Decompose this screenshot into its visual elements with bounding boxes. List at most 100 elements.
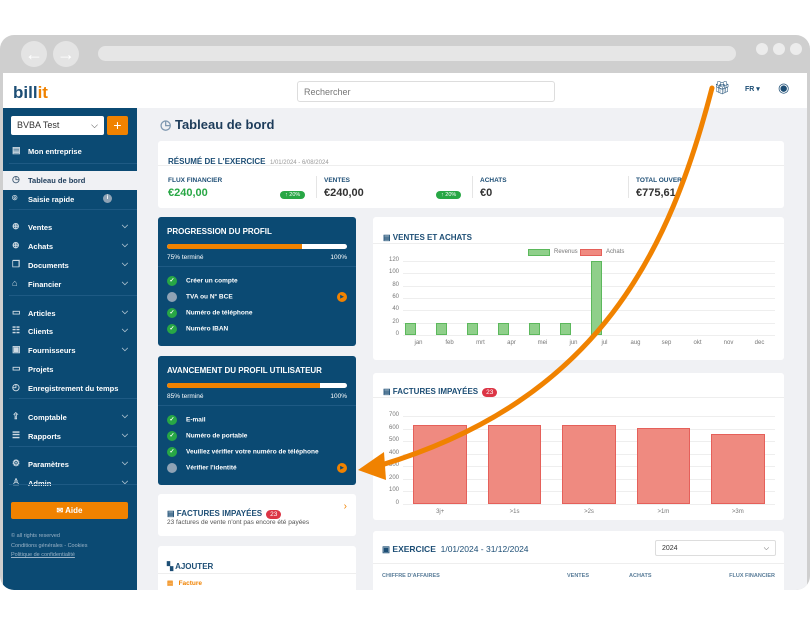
sidebar-icon: ⌂: [12, 278, 18, 288]
step-label: Vérifier l'identité: [186, 464, 237, 472]
sidebar-icon: ▭: [12, 307, 21, 317]
sidebar-item-rapports[interactable]: ☰ Rapports ⌵: [3, 427, 137, 446]
profile-step: TVA ou N° BCE: [167, 292, 233, 302]
bar[interactable]: [487, 424, 542, 504]
sidebar-icon: ❐: [12, 259, 21, 269]
terms-link[interactable]: Conditions générales: [11, 543, 63, 549]
sidebar-item-fournisseurs[interactable]: ▣ Fournisseurs ⌵: [3, 341, 137, 360]
sidebar-item-admin[interactable]: ♙ Admin ⌵: [3, 474, 137, 493]
stat-label: TOTAL OUVERT: [636, 177, 686, 184]
chevron-down-icon[interactable]: ⌵: [121, 430, 128, 439]
play-icon[interactable]: ▶: [337, 463, 347, 473]
chevron-down-icon[interactable]: ⌵: [121, 325, 128, 334]
x-tick-label: feb: [445, 340, 454, 346]
add-invoice-link[interactable]: ▤ Facture: [167, 580, 203, 587]
bar[interactable]: [529, 322, 540, 335]
bar[interactable]: [467, 322, 478, 335]
dashboard-icon: ◷: [160, 117, 172, 132]
legend-swatch: [580, 249, 602, 256]
unpaid-invoices-card[interactable]: ▤ FACTURES IMPAYÉES 23 › 23 factures de v…: [158, 494, 356, 536]
chevron-down-icon[interactable]: ⌵: [121, 344, 128, 353]
window-dot[interactable]: [773, 43, 785, 55]
sidebar-item-ventes[interactable]: ⊕ Ventes ⌵: [3, 218, 137, 237]
address-bar[interactable]: [98, 46, 736, 61]
unpaid-count: 23: [266, 510, 282, 519]
bar[interactable]: [405, 322, 416, 335]
chevron-down-icon[interactable]: ⌵: [121, 307, 128, 316]
cookies-link[interactable]: Cookies: [67, 543, 88, 549]
gridline: [403, 322, 775, 324]
sidebar-item-param-tres[interactable]: ⚙ Paramètres ⌵: [3, 455, 137, 474]
chevron-down-icon[interactable]: ⌵: [121, 458, 128, 467]
bar[interactable]: [562, 424, 616, 504]
chevron-down-icon[interactable]: ⌵: [121, 221, 128, 230]
help-button[interactable]: ✉ Aide: [11, 502, 128, 519]
money-icon: ▣: [382, 544, 393, 554]
user-profile-title: AVANCEMENT DU PROFIL UTILISATEUR: [167, 366, 322, 375]
chevron-right-icon[interactable]: ›: [343, 501, 347, 512]
sidebar-divider: [9, 163, 137, 164]
profile-step: ✓ Veuillez vérifier votre numéro de télép…: [167, 447, 319, 457]
window-dot[interactable]: [756, 43, 768, 55]
step-label: Créer un compte: [186, 277, 238, 285]
x-tick-label: 3j+: [436, 509, 445, 515]
chevron-down-icon[interactable]: ⌵: [121, 411, 128, 420]
y-tick-label: 100: [388, 269, 399, 276]
sidebar-divider: [9, 484, 137, 485]
sidebar-item-financier[interactable]: ⌂ Financier ⌵: [3, 275, 137, 294]
bar[interactable]: [560, 322, 571, 335]
chevron-down-icon[interactable]: ⌵: [121, 477, 128, 486]
sidebar-item-enregistrement-du-temps[interactable]: ◴ Enregistrement du temps: [3, 379, 137, 398]
sidebar-item-achats[interactable]: ⊕ Achats ⌵: [3, 237, 137, 256]
profile-progress-card: PROGRESSION DU PROFIL 75% terminé 100% ✓…: [158, 217, 356, 346]
forward-button[interactable]: →: [53, 41, 79, 67]
profile-title: PROGRESSION DU PROFIL: [167, 227, 272, 236]
user-circle-icon[interactable]: ◉: [778, 80, 790, 95]
y-tick-label: 20: [392, 318, 399, 325]
bar[interactable]: [591, 261, 602, 335]
grid-icon: ▚: [167, 562, 176, 571]
language-select[interactable]: FR ▾: [745, 86, 760, 93]
search-input[interactable]: Rechercher: [297, 81, 555, 102]
sidebar-item-projets[interactable]: ▭ Projets: [3, 360, 137, 379]
legend-label: Achats: [606, 249, 625, 255]
sidebar-icon: ⇪: [12, 411, 20, 421]
chevron-down-icon[interactable]: ⌵: [121, 240, 128, 249]
check-icon: ✓: [167, 276, 177, 286]
chevron-down-icon[interactable]: ⌵: [121, 259, 128, 268]
sidebar-item-mon-entreprise[interactable]: ▤ Mon entreprise: [3, 142, 137, 161]
gift-icon[interactable]: 🎁︎: [714, 80, 731, 95]
sidebar-item-comptable[interactable]: ⇪ Comptable ⌵: [3, 408, 137, 427]
stat-value: €240,00: [324, 187, 364, 199]
sidebar-item-label: Projets: [28, 365, 54, 374]
bar[interactable]: [498, 322, 509, 335]
privacy-link[interactable]: Politique de confidentialité: [11, 552, 75, 558]
window-dot[interactable]: [790, 43, 802, 55]
bar[interactable]: [711, 434, 765, 504]
chevron-down-icon[interactable]: ⌵: [121, 278, 128, 287]
x-tick-label: >1s: [509, 509, 520, 515]
sidebar-item-tableau-de-bord[interactable]: ◷ Tableau de bord: [3, 171, 137, 190]
play-icon[interactable]: ▶: [337, 292, 347, 302]
page-title: ◷ Tableau de bord: [160, 117, 275, 132]
y-tick-label: 0: [395, 331, 399, 337]
company-select[interactable]: BVBA Test ⌵: [11, 116, 104, 135]
user-profile-done: 85% terminé: [167, 393, 204, 400]
bar[interactable]: [436, 322, 447, 335]
sidebar-item-saisie-rapide[interactable]: ⌾ Saisie rapide i: [3, 190, 137, 209]
sidebar-item-label: Saisie rapide: [28, 195, 75, 204]
sidebar-item-articles[interactable]: ▭ Articles ⌵: [3, 304, 137, 323]
bar[interactable]: [636, 427, 691, 504]
add-company-button[interactable]: +: [107, 116, 128, 135]
bar[interactable]: [413, 424, 467, 504]
sidebar-item-label: Achats: [28, 242, 54, 251]
year-select[interactable]: 2024 ⌵: [655, 540, 776, 556]
user-profile-progress-bar: [167, 383, 347, 388]
sidebar-item-clients[interactable]: ☷ Clients ⌵: [3, 322, 137, 341]
sidebar-divider: [9, 446, 137, 447]
billit-logo[interactable]: billit: [13, 83, 48, 102]
back-button[interactable]: ←: [21, 41, 47, 67]
gridline: [403, 504, 775, 505]
sidebar-item-documents[interactable]: ❐ Documents ⌵: [3, 256, 137, 275]
unpaid-chart-title: FACTURES IMPAYÉES: [392, 387, 479, 396]
